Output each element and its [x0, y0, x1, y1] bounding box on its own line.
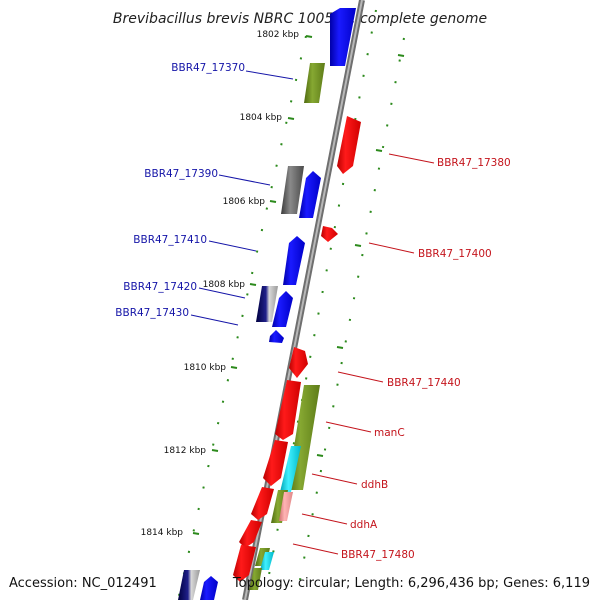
scale-ticks [192, 35, 405, 535]
scale-label: 1806 kbp [223, 197, 266, 207]
reverse-gene [233, 545, 256, 582]
reverse-gene [275, 380, 301, 440]
cyan-annotation-bar [280, 446, 301, 492]
gene-label-right: ddhA [350, 519, 378, 531]
gene-label-right: ddhB [361, 479, 388, 491]
gene-label-left: BBR47_17410 [133, 234, 207, 246]
scale-label: 1810 kbp [184, 363, 227, 373]
reverse-gene [239, 520, 262, 548]
gene-label-left: BBR47_17370 [171, 62, 245, 74]
pink-annotation-bar [279, 492, 293, 521]
scale-label: 1802 kbp [257, 30, 300, 40]
scale-label: 1812 kbp [164, 446, 207, 456]
navy-annotation-bar [256, 286, 278, 322]
gene-label-right: BBR47_17440 [387, 377, 461, 389]
gene-label-left: BBR47_17430 [115, 307, 189, 319]
scale-label: 1804 kbp [240, 113, 283, 123]
reverse-gene [321, 226, 338, 242]
annotation-bars [178, 63, 325, 600]
scale-label: 1814 kbp [141, 528, 184, 538]
gene-label-left: BBR47_17390 [144, 168, 218, 180]
forward-gene [200, 576, 218, 600]
reverse-gene [251, 487, 274, 520]
grey-annotation-bar [281, 166, 304, 214]
accession-text: Accession: NC_012491 [9, 576, 157, 591]
forward-gene [272, 291, 293, 327]
olive-annotation-bar [249, 568, 262, 590]
reverse-gene [337, 116, 361, 174]
scale-labels: 1802 kbp 1804 kbp 1806 kbp 1808 kbp 1810… [141, 30, 300, 538]
scale-label: 1808 kbp [203, 280, 246, 290]
genome-summary-text: Topology: circular; Length: 6,296,436 bp… [232, 576, 590, 591]
reverse-gene [263, 440, 288, 486]
reverse-strand-genes [233, 116, 361, 582]
reverse-gene [289, 347, 308, 378]
cyan-annotation-bar [260, 552, 274, 570]
right-gene-labels: BBR47_17380 BBR47_17400 BBR47_17440 manC… [292, 153, 511, 561]
gene-label-right: manC [374, 427, 405, 439]
left-gene-labels: BBR47_17370 BBR47_17390 BBR47_17410 BBR4… [115, 62, 294, 326]
forward-gene [330, 8, 356, 66]
gene-label-right: BBR47_17400 [418, 248, 492, 260]
forward-gene [269, 330, 284, 343]
forward-strand-genes [200, 8, 356, 600]
gene-label-right: BBR47_17380 [437, 157, 511, 169]
map-title: Brevibacillus brevis NBRC 100599, comple… [113, 11, 487, 27]
navy-annotation-bar [178, 570, 200, 600]
gene-label-right: BBR47_17480 [341, 549, 415, 561]
olive-annotation-bar [304, 63, 325, 103]
forward-gene [283, 236, 305, 285]
forward-gene [299, 171, 321, 218]
gene-label-left: BBR47_17420 [123, 281, 197, 293]
